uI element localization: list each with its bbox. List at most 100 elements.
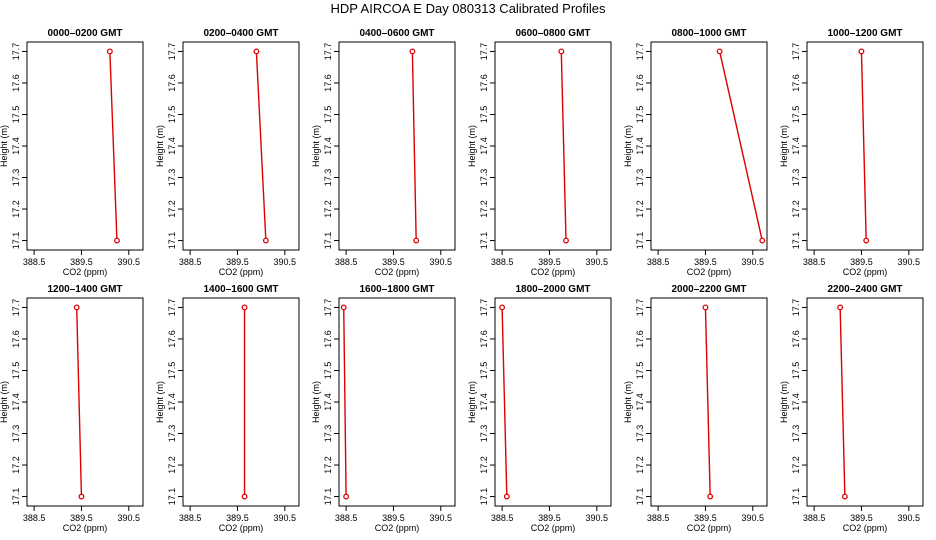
profile-point [716,48,723,55]
panels-grid: 0000–0200 GMT 388.5 389.5 390.5 17.1 17.2 17.3… [0,28,924,533]
profile-line [343,307,347,497]
y-tick-label: 17.5 [167,362,177,380]
profile-point [413,237,420,244]
x-tick-label: 389.5 [382,257,405,267]
x-axis-label: CO2 (ppm) [531,523,576,533]
y-tick-label: 17.7 [791,43,801,61]
y-tick-label: 17.4 [167,137,177,155]
profile-point [241,493,248,500]
y-tick-label: 17.3 [479,425,489,443]
profile-point [409,48,416,55]
y-tick-label: 17.5 [323,362,333,380]
profile-point [863,237,870,244]
x-tick-label: 390.5 [742,257,765,267]
x-tick-label: 390.5 [274,257,297,267]
y-tick-label: 17.4 [791,393,801,411]
y-tick-label: 17.5 [11,106,21,124]
y-tick-label: 17.1 [167,488,177,506]
profile-point [343,493,350,500]
x-axis-label: CO2 (ppm) [219,523,264,533]
x-axis-label: CO2 (ppm) [687,523,732,533]
x-tick-label: 388.5 [23,257,46,267]
y-tick-label: 17.7 [479,43,489,61]
x-tick-label: 390.5 [430,257,453,267]
x-tick-label: 388.5 [647,513,670,523]
x-tick-label: 390.5 [118,257,141,267]
y-tick-label: 17.4 [323,393,333,411]
y-tick-label: 17.3 [635,169,645,187]
x-tick-label: 390.5 [274,513,297,523]
y-tick-label: 17.5 [791,362,801,380]
profile-point [253,48,260,55]
y-tick-label: 17.2 [167,200,177,218]
y-axis-label: Height (m) [0,125,9,167]
plot-frame [338,41,456,251]
profile-line [560,51,567,241]
y-tick-label: 17.5 [479,106,489,124]
panel-title: 1000–1200 GMT [827,28,902,39]
y-tick-label: 17.2 [479,456,489,474]
y-tick-label: 17.1 [635,232,645,250]
x-axis-label: CO2 (ppm) [843,267,888,277]
profile-point [499,304,506,311]
y-tick-label: 17.3 [323,169,333,187]
y-tick-label: 17.2 [479,200,489,218]
y-tick-label: 17.1 [11,488,21,506]
y-tick-label: 17.3 [11,425,21,443]
x-tick-label: 389.5 [70,257,93,267]
plot-frame [494,41,612,251]
panel: 2000–2200 GMT 388.5 389.5 390.5 17.1 17.2 17.3… [623,284,768,533]
x-axis-label: CO2 (ppm) [687,267,732,277]
y-tick-label: 17.7 [635,299,645,317]
profile-point [558,48,565,55]
y-tick-label: 17.2 [167,456,177,474]
y-tick-label: 17.6 [11,74,21,92]
y-tick-label: 17.4 [167,393,177,411]
plot-frame [494,297,612,507]
y-tick-label: 17.6 [635,330,645,348]
panel: 0400–0600 GMT 388.5 389.5 390.5 17.1 17.2 17.3… [311,28,456,277]
x-axis-label: CO2 (ppm) [63,523,108,533]
profile-point [858,48,865,55]
panel: 1800–2000 GMT 388.5 389.5 390.5 17.1 17.2 17.3… [467,284,612,533]
x-tick-label: 390.5 [898,513,921,523]
x-tick-label: 389.5 [226,257,249,267]
y-axis-label: Height (m) [311,381,321,423]
profile-point [841,493,848,500]
y-tick-label: 17.5 [323,106,333,124]
y-tick-label: 17.5 [479,362,489,380]
x-tick-label: 388.5 [179,257,202,267]
panel-title: 2000–2200 GMT [671,284,746,295]
panel-title: 1400–1600 GMT [203,284,278,295]
y-tick-label: 17.6 [323,74,333,92]
profile-point [340,304,347,311]
y-axis-label: Height (m) [623,125,633,167]
profile-line [839,307,846,497]
panel-title: 1200–1400 GMT [47,284,122,295]
y-tick-label: 17.4 [479,393,489,411]
x-axis-label: CO2 (ppm) [531,267,576,277]
y-tick-label: 17.3 [479,169,489,187]
y-tick-label: 17.7 [167,299,177,317]
y-tick-label: 17.1 [791,232,801,250]
y-tick-label: 17.2 [323,200,333,218]
y-tick-label: 17.2 [635,200,645,218]
y-tick-label: 17.4 [11,137,21,155]
y-axis-label: Height (m) [155,381,165,423]
panel: 0000–0200 GMT 388.5 389.5 390.5 17.1 17.2 17.3… [0,28,144,277]
panel-title: 0600–0800 GMT [515,28,590,39]
y-tick-label: 17.6 [323,330,333,348]
x-tick-label: 389.5 [70,513,93,523]
x-tick-label: 388.5 [179,513,202,523]
y-tick-label: 17.7 [323,43,333,61]
y-tick-label: 17.3 [635,425,645,443]
y-tick-label: 17.3 [323,425,333,443]
x-axis-label: CO2 (ppm) [375,267,420,277]
x-tick-label: 389.5 [226,513,249,523]
y-tick-label: 17.4 [11,393,21,411]
panel-title: 2200–2400 GMT [827,284,902,295]
y-tick-label: 17.6 [791,330,801,348]
y-tick-label: 17.3 [167,169,177,187]
y-tick-label: 17.6 [479,74,489,92]
profile-point [759,237,766,244]
